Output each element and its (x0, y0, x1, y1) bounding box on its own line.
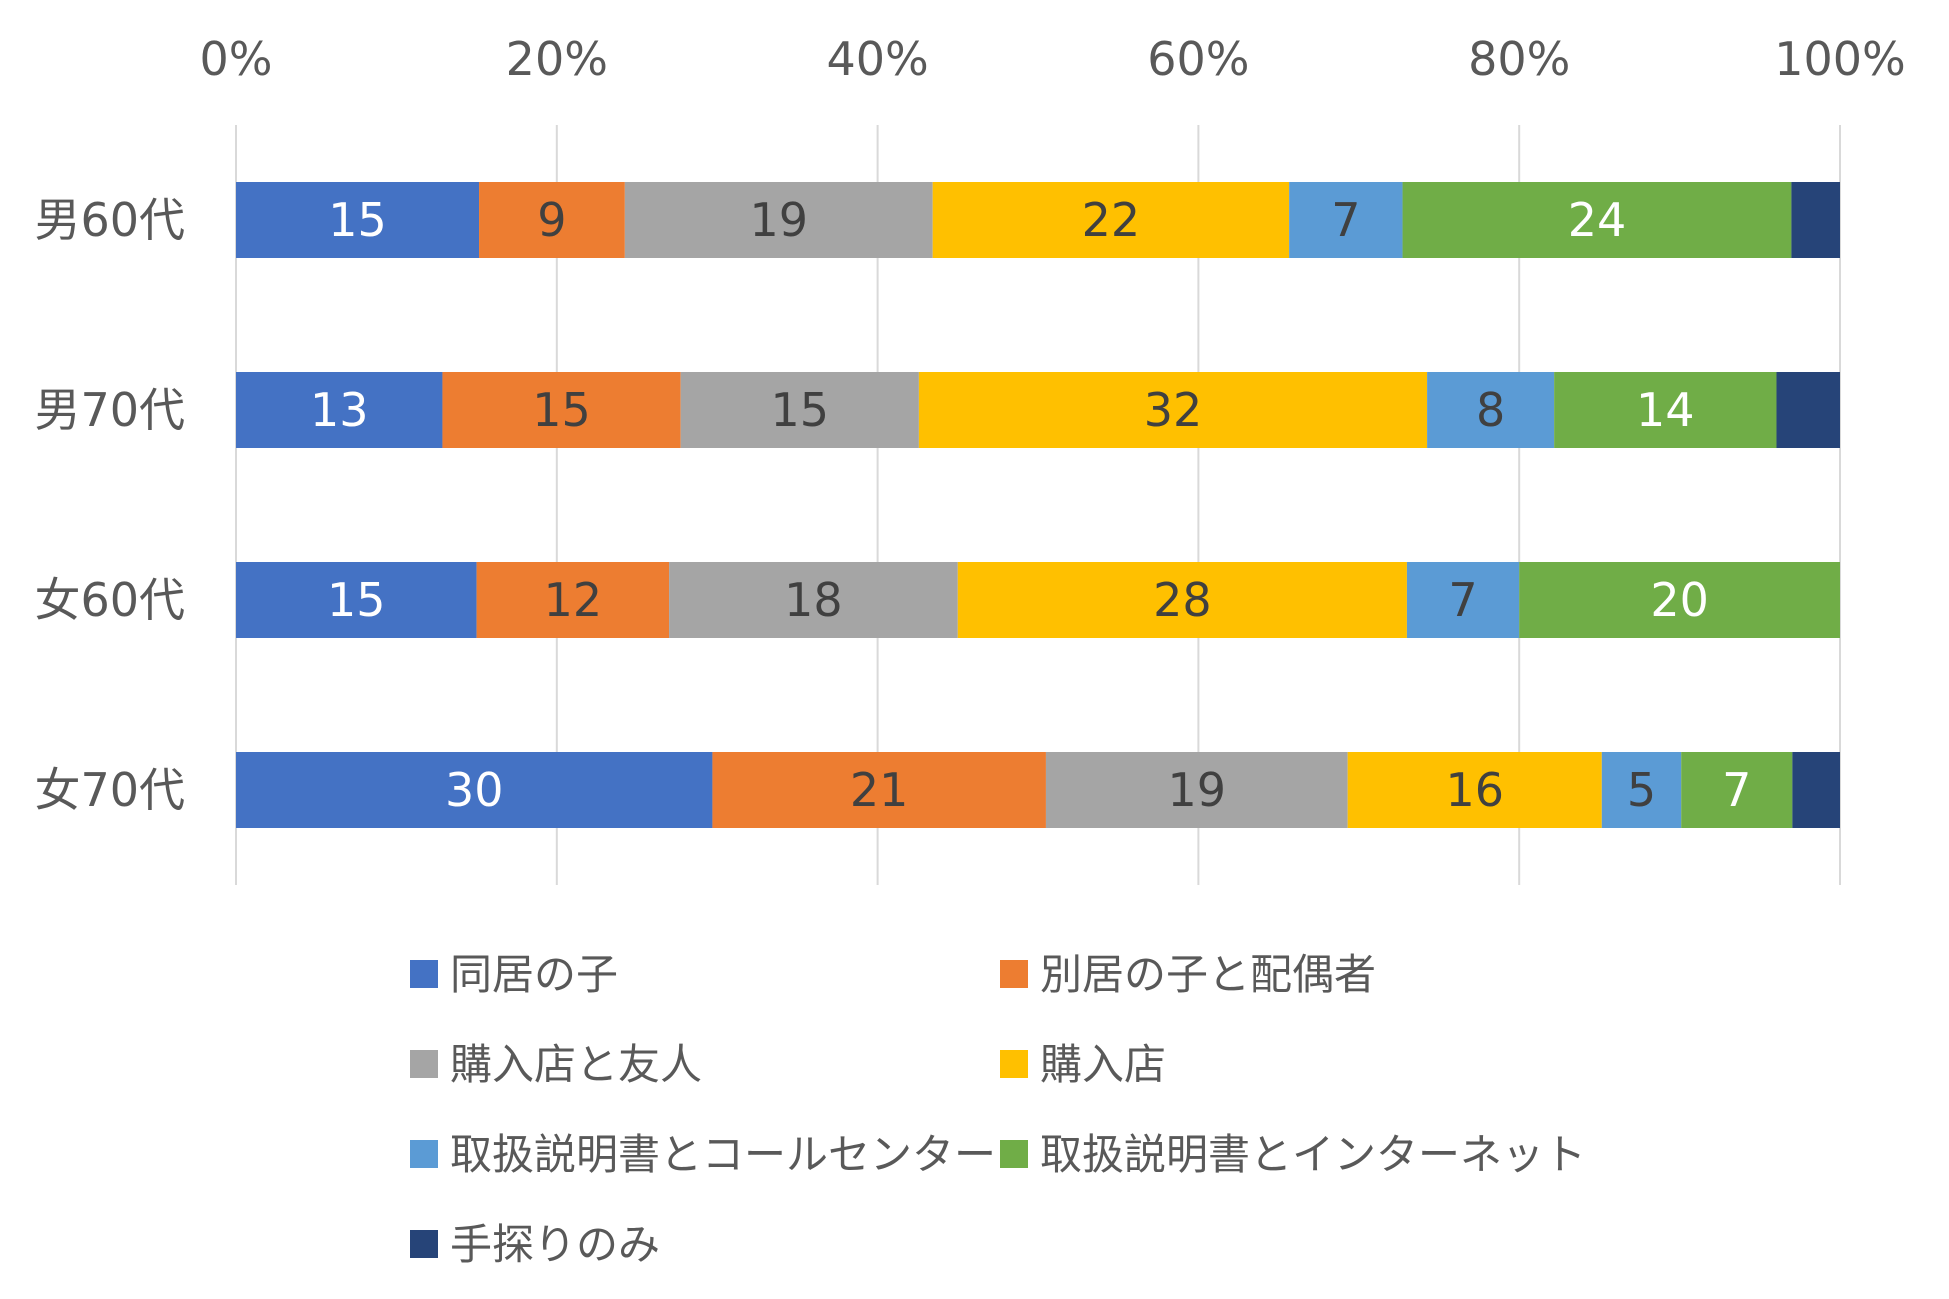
data-label: 15 (327, 573, 386, 627)
data-label: 9 (537, 193, 566, 247)
data-label: 20 (1650, 573, 1709, 627)
bar-segment (1289, 182, 1403, 258)
data-label: 7 (1722, 763, 1751, 817)
data-label: 12 (544, 573, 603, 627)
bar-segment (236, 182, 480, 258)
data-label: 18 (784, 573, 843, 627)
category-label: 女70代 (34, 763, 185, 817)
data-label: 15 (771, 383, 830, 437)
bar-segment (669, 562, 958, 638)
data-label: 32 (1144, 383, 1203, 437)
legend-label: 購入店と友人 (450, 1040, 702, 1089)
bar-segment (932, 182, 1290, 258)
data-label: 19 (1168, 763, 1227, 817)
bar-segment (1791, 182, 1840, 258)
data-label: 15 (328, 193, 387, 247)
x-axis-ticks: 0% 20% 40% 60% 80% 100% (200, 32, 1906, 86)
legend-swatch (1000, 1050, 1028, 1078)
data-label: 7 (1448, 573, 1477, 627)
bar-segment (1681, 752, 1793, 828)
data-label: 15 (532, 383, 591, 437)
bar-segment (479, 182, 625, 258)
bar-segment (476, 562, 670, 638)
bar-segment (957, 562, 1407, 638)
bar-segment (1402, 182, 1792, 258)
data-label: 30 (445, 763, 504, 817)
legend-swatch (410, 1050, 438, 1078)
data-label: 21 (850, 763, 909, 817)
bar-segment (236, 562, 477, 638)
bar-segment (918, 372, 1428, 448)
bar-segment (1427, 372, 1555, 448)
legend-label: 別居の子と配偶者 (1040, 950, 1376, 999)
x-tick-label: 20% (506, 32, 608, 86)
legend-swatch (410, 960, 438, 988)
legend-label: 取扱説明書とインターネット (1040, 1130, 1586, 1179)
bar-segment (624, 182, 933, 258)
x-tick-label: 40% (826, 32, 928, 86)
bar-segment (1776, 372, 1840, 448)
category-label: 男60代 (34, 193, 185, 247)
bar-segment (442, 372, 681, 448)
data-label: 16 (1445, 763, 1504, 817)
data-label: 8 (1476, 383, 1505, 437)
data-label: 28 (1153, 573, 1212, 627)
bar-segment (680, 372, 919, 448)
category-label: 男70代 (34, 383, 185, 437)
data-label: 24 (1568, 193, 1627, 247)
bar-segment (712, 752, 1046, 828)
legend-label: 取扱説明書とコールセンター (450, 1130, 996, 1179)
legend-swatch (1000, 960, 1028, 988)
legend-swatch (410, 1140, 438, 1168)
x-tick-label: 80% (1468, 32, 1570, 86)
x-tick-label: 60% (1147, 32, 1249, 86)
bars: 15 9 19 22 7 24 13 15 15 32 8 14 15 12 18 28 7 20 30 21 19 16… (236, 182, 1840, 828)
bar-segment (1406, 562, 1520, 638)
bar-segment (1519, 562, 1840, 638)
legend-label: 手探りのみ (450, 1220, 660, 1269)
legend-label: 購入店 (1040, 1040, 1166, 1089)
bar-segment (236, 372, 443, 448)
x-tick-label: 100% (1774, 32, 1906, 86)
data-label: 13 (310, 383, 369, 437)
bar-segment (1792, 752, 1840, 828)
bar-segment (1045, 752, 1348, 828)
data-label: 5 (1627, 763, 1656, 817)
data-label: 7 (1331, 193, 1360, 247)
category-label: 女60代 (34, 573, 185, 627)
data-label: 14 (1636, 383, 1695, 437)
bar-segment (236, 752, 713, 828)
legend-label: 同居の子 (450, 950, 618, 999)
legend-swatch (1000, 1140, 1028, 1168)
bar-segment (1554, 372, 1777, 448)
data-label: 22 (1082, 193, 1141, 247)
bar-segment (1601, 752, 1682, 828)
bar-segment (1347, 752, 1602, 828)
data-label: 19 (749, 193, 808, 247)
legend-swatch (410, 1230, 438, 1258)
x-tick-label: 0% (200, 32, 273, 86)
